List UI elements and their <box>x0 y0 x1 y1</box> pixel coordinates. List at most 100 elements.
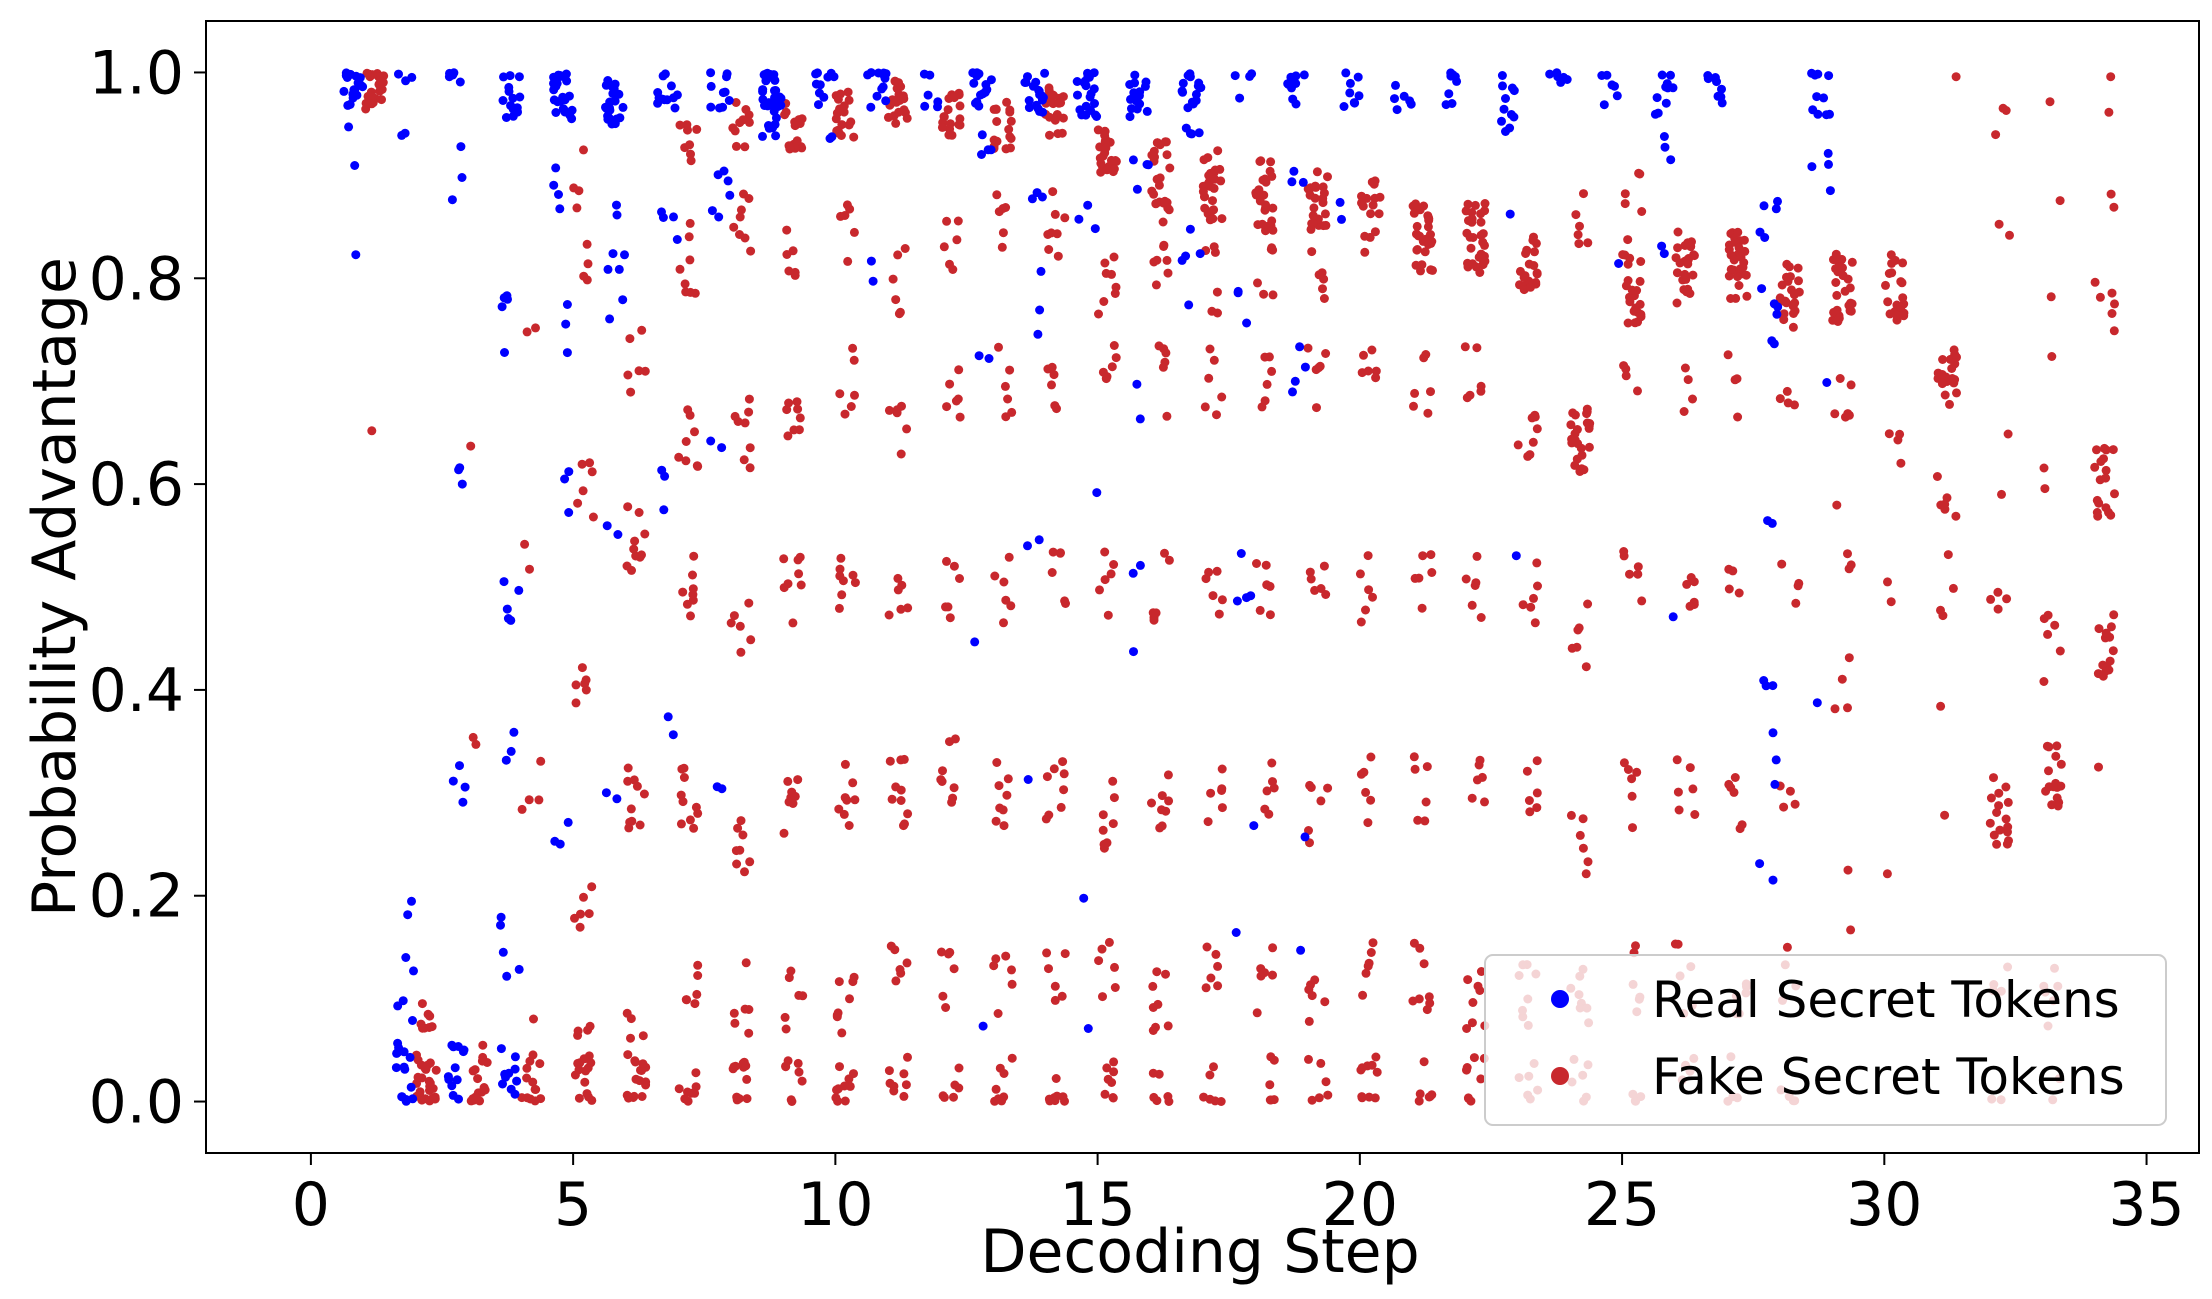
data-point <box>1109 164 1119 174</box>
data-point <box>1994 801 2004 811</box>
data-point <box>1319 561 1329 571</box>
data-point <box>1265 1080 1275 1090</box>
data-point <box>2110 299 2119 309</box>
data-point <box>551 108 561 117</box>
data-point <box>1685 601 1695 611</box>
data-point <box>950 734 960 744</box>
data-point <box>840 759 850 769</box>
data-point <box>352 90 362 100</box>
data-point <box>2040 484 2050 494</box>
data-point <box>840 211 850 220</box>
data-point <box>945 379 955 389</box>
data-point <box>1770 779 1780 789</box>
data-point <box>1660 142 1670 152</box>
data-point <box>1635 276 1645 286</box>
data-point <box>575 922 585 932</box>
data-point <box>1657 70 1667 80</box>
data-point <box>837 1028 847 1038</box>
data-point <box>1254 185 1264 195</box>
data-point <box>626 387 636 397</box>
data-point <box>1287 83 1296 93</box>
data-point <box>504 86 514 96</box>
data-point <box>1779 315 1789 325</box>
data-point <box>896 755 906 765</box>
data-point <box>1356 1065 1366 1075</box>
data-point <box>814 100 823 110</box>
data-point <box>1566 420 1576 430</box>
data-point <box>1217 214 1227 224</box>
data-point <box>1318 194 1328 204</box>
data-point <box>733 823 743 833</box>
data-point <box>887 794 897 804</box>
data-point <box>1355 569 1365 579</box>
data-point <box>425 1058 435 1068</box>
data-point <box>508 111 518 121</box>
data-point <box>740 867 749 877</box>
data-point <box>1184 300 1194 310</box>
data-point <box>1360 247 1370 257</box>
data-point <box>424 1023 434 1032</box>
data-point <box>1985 818 1995 828</box>
data-point <box>1623 318 1633 328</box>
data-point <box>834 977 844 987</box>
data-point <box>623 1050 633 1060</box>
data-point <box>520 539 530 549</box>
data-point <box>2055 196 2065 206</box>
data-point <box>1181 251 1191 261</box>
data-point <box>456 142 466 152</box>
data-point <box>722 72 731 82</box>
data-point <box>1769 299 1779 309</box>
data-point <box>783 1056 793 1066</box>
data-point <box>677 764 687 774</box>
data-point <box>498 96 508 105</box>
data-point <box>405 1052 415 1062</box>
data-point <box>637 550 646 560</box>
data-point <box>1938 355 1948 364</box>
data-point <box>1038 107 1048 117</box>
y-tick-label: 0.6 <box>89 450 184 520</box>
data-point <box>955 574 964 583</box>
data-point <box>1031 100 1041 110</box>
data-point <box>848 778 858 788</box>
data-point <box>457 479 467 489</box>
data-point <box>744 1028 754 1038</box>
data-point <box>1206 788 1216 798</box>
data-point <box>630 1056 640 1066</box>
data-point <box>2050 620 2060 630</box>
data-point <box>1567 643 1577 653</box>
data-point <box>1619 547 1629 556</box>
data-point <box>365 72 375 82</box>
data-point <box>1262 580 1272 590</box>
data-point <box>1742 291 1752 301</box>
data-point <box>943 105 953 115</box>
data-point <box>1056 802 1066 812</box>
data-point <box>1886 597 1896 607</box>
data-point <box>1574 623 1584 633</box>
data-point <box>837 590 847 600</box>
data-point <box>1320 209 1330 219</box>
data-point <box>1050 995 1060 1005</box>
data-point <box>1475 986 1485 995</box>
data-point <box>2107 288 2117 298</box>
data-point <box>937 947 946 957</box>
data-point <box>1480 256 1490 266</box>
data-point <box>609 84 619 94</box>
data-point <box>1047 380 1056 390</box>
data-point <box>1623 259 1633 269</box>
data-point <box>999 577 1009 587</box>
data-point <box>681 287 691 297</box>
data-point <box>1415 1089 1425 1099</box>
data-point <box>1191 89 1201 99</box>
data-point <box>1469 1053 1479 1063</box>
data-point <box>1155 823 1165 833</box>
data-point <box>1427 568 1437 577</box>
data-point <box>663 712 673 722</box>
data-point <box>2053 801 2063 811</box>
data-point <box>1583 857 1593 867</box>
data-point <box>407 896 416 906</box>
data-point <box>536 756 546 766</box>
data-point <box>1185 224 1195 234</box>
data-point <box>1048 187 1058 197</box>
data-point <box>2047 352 2057 361</box>
data-point <box>618 295 628 305</box>
